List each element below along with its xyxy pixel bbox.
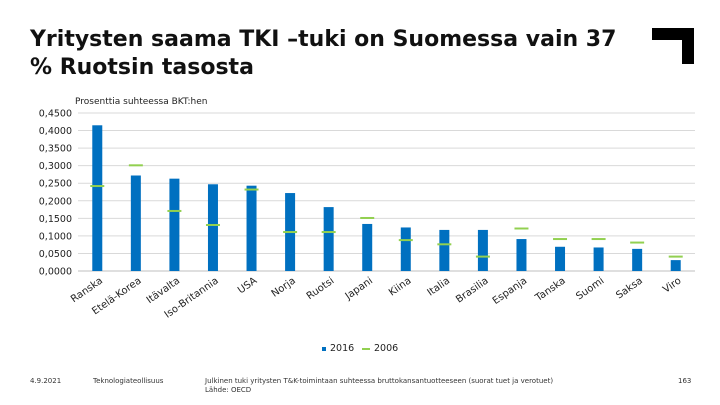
bar-2016 (207, 184, 218, 271)
x-tick-label: Suomi (574, 275, 606, 302)
legend-swatch-2016 (322, 347, 326, 351)
footer-organization: Teknologiateollisuus (93, 377, 164, 385)
footer-note: Julkinen tuki yritysten T&K-toimintaan s… (205, 377, 635, 395)
bar-2016 (516, 239, 527, 271)
y-tick-label: 0,1000 (39, 231, 72, 242)
x-tick-label: Espanja (491, 275, 529, 307)
footer-note-text: Julkinen tuki yritysten T&K-toimintaan s… (205, 377, 554, 385)
footer-source: Lähde: OECD (205, 386, 252, 394)
y-tick-label: 0,2500 (39, 179, 72, 190)
corner-bracket-logo-icon (652, 28, 694, 64)
legend-label-2006: 2006 (374, 343, 398, 354)
y-tick-label: 0,4500 (39, 109, 72, 120)
x-tick-label: Saksa (614, 275, 645, 301)
x-tick-label: Brasilia (454, 275, 490, 305)
y-tick-label: 0,0000 (39, 267, 72, 278)
x-tick-label: USA (236, 275, 259, 296)
bar-2016 (130, 175, 141, 271)
y-tick-label: 0,0500 (39, 249, 72, 260)
x-tick-label: Tanska (533, 275, 568, 304)
x-tick-label: Italia (426, 275, 453, 298)
x-tick-label: Kiina (387, 275, 413, 298)
page-number: 163 (678, 377, 692, 385)
y-tick-label: 0,1500 (39, 214, 72, 225)
y-tick-label: 0,2000 (39, 196, 72, 207)
bar-2016 (555, 246, 566, 271)
y-axis-label: Prosenttia suhteessa BKT:hen (75, 97, 207, 107)
x-tick-label: Japani (343, 275, 375, 302)
x-tick-label: Ruotsi (305, 275, 337, 302)
bar-2016 (169, 178, 180, 271)
bar-2016 (477, 229, 488, 271)
bar-2016 (593, 247, 604, 271)
footer-date: 4.9.2021 (30, 377, 62, 385)
bar-2016 (439, 229, 450, 271)
bar-2016 (323, 207, 334, 271)
bar-2016 (400, 227, 411, 271)
x-tick-label: Viro (661, 275, 683, 295)
legend-label-2016: 2016 (330, 343, 354, 354)
y-tick-label: 0,3500 (39, 144, 72, 155)
slide-title: Yritysten saama TKI –tuki on Suomessa va… (30, 27, 617, 80)
bar-2016 (362, 223, 373, 271)
x-tick-label: Norja (270, 275, 298, 299)
bar-2016 (246, 185, 257, 271)
y-tick-label: 0,3000 (39, 161, 72, 172)
y-tick-label: 0,4000 (39, 126, 72, 137)
bar-2016 (92, 125, 103, 272)
bar-2016 (632, 248, 643, 271)
bar-2016 (670, 260, 681, 271)
